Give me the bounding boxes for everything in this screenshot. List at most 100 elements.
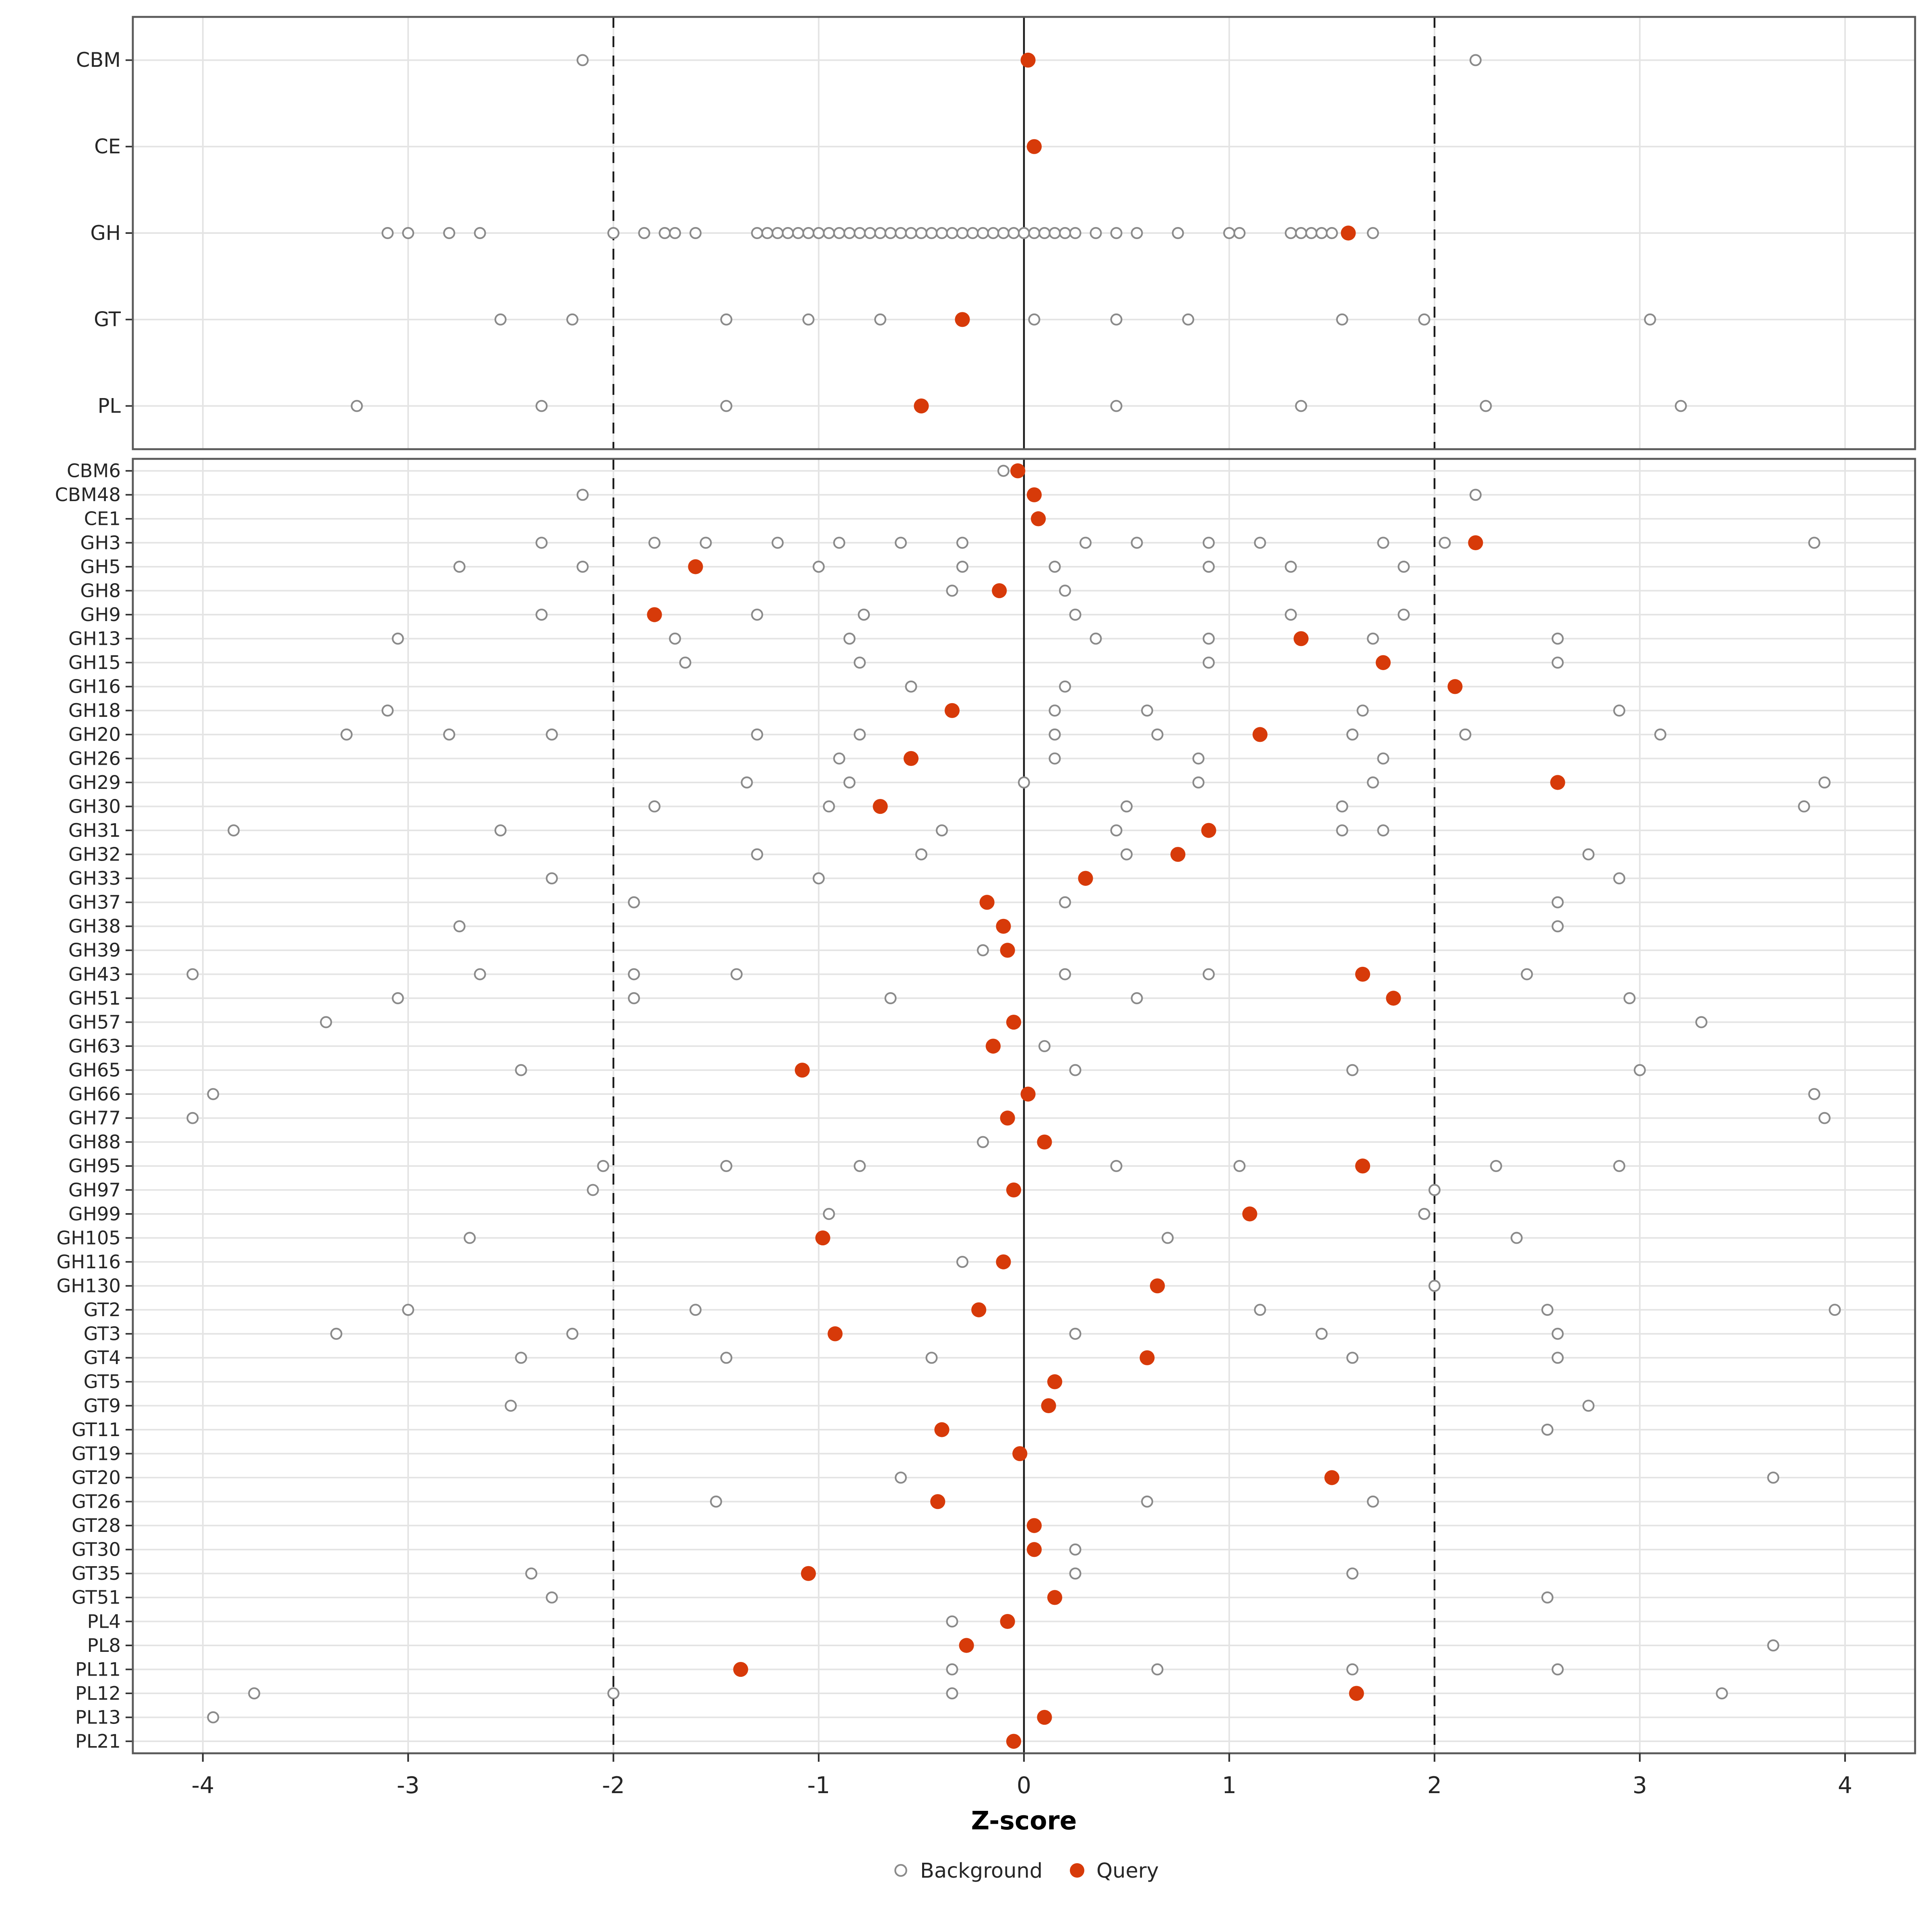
background-point bbox=[1110, 400, 1123, 412]
y-axis-label: GT26 bbox=[72, 1490, 121, 1512]
y-axis-label: GH39 bbox=[68, 939, 121, 961]
background-point bbox=[1069, 1327, 1082, 1340]
background-point bbox=[1090, 632, 1102, 645]
background-point bbox=[1551, 1327, 1564, 1340]
y-axis-label: GT30 bbox=[72, 1539, 121, 1560]
background-point bbox=[1428, 1280, 1441, 1292]
query-point bbox=[1000, 1614, 1015, 1629]
query-point bbox=[1047, 1590, 1063, 1605]
background-point bbox=[1049, 227, 1061, 239]
y-axis-label: GT51 bbox=[72, 1587, 121, 1608]
query-point bbox=[1355, 966, 1371, 982]
background-point bbox=[1346, 728, 1358, 741]
background-point bbox=[1121, 800, 1133, 813]
query-point bbox=[985, 1038, 1001, 1054]
background-point bbox=[648, 800, 661, 813]
background-point bbox=[1674, 400, 1687, 412]
background-point bbox=[895, 537, 907, 549]
background-point bbox=[1336, 800, 1348, 813]
background-point bbox=[1551, 656, 1564, 669]
background-point bbox=[1541, 1423, 1554, 1436]
y-axis-label: GT19 bbox=[72, 1443, 121, 1464]
query-point bbox=[1242, 1206, 1257, 1222]
background-point bbox=[1069, 1567, 1082, 1580]
background-point bbox=[1808, 1088, 1821, 1100]
background-point bbox=[946, 584, 958, 597]
background-point bbox=[1284, 561, 1297, 573]
background-point bbox=[843, 776, 856, 789]
background-point bbox=[1315, 1327, 1328, 1340]
background-point bbox=[833, 537, 846, 549]
background-point bbox=[1110, 824, 1123, 837]
background-point bbox=[915, 848, 928, 861]
background-point bbox=[1366, 227, 1379, 239]
x-tick-label: -3 bbox=[397, 1772, 420, 1799]
background-point bbox=[227, 824, 240, 837]
background-point bbox=[1182, 313, 1195, 326]
background-point bbox=[1203, 656, 1215, 669]
background-point bbox=[823, 800, 835, 813]
background-point bbox=[1633, 1064, 1646, 1076]
background-point bbox=[382, 704, 394, 717]
background-point bbox=[330, 1327, 343, 1340]
background-point bbox=[1541, 1591, 1554, 1604]
background-point bbox=[1192, 752, 1205, 765]
background-point bbox=[1069, 1064, 1082, 1076]
y-axis-label: GH33 bbox=[68, 867, 121, 889]
y-axis-label: CBM48 bbox=[55, 484, 121, 506]
background-point bbox=[720, 313, 733, 326]
background-point bbox=[1141, 704, 1154, 717]
background-point bbox=[546, 1591, 558, 1604]
background-point bbox=[1141, 1495, 1154, 1508]
background-point bbox=[1049, 704, 1061, 717]
query-point bbox=[1349, 1686, 1364, 1701]
background-point bbox=[1038, 1040, 1051, 1053]
query-point bbox=[1026, 139, 1042, 154]
background-point bbox=[1131, 992, 1143, 1005]
query-point bbox=[1150, 1278, 1165, 1294]
query-point bbox=[1006, 1014, 1022, 1030]
y-axis-label: GT2 bbox=[84, 1299, 121, 1321]
background-point bbox=[1038, 227, 1051, 239]
query-point bbox=[1386, 991, 1401, 1006]
background-point bbox=[248, 1687, 260, 1700]
x-tick-label: -2 bbox=[602, 1772, 625, 1799]
y-axis-label: GH15 bbox=[68, 652, 121, 673]
query-point bbox=[1020, 52, 1036, 68]
y-axis-label: GH51 bbox=[68, 987, 121, 1009]
query-point bbox=[903, 751, 919, 766]
background-point bbox=[494, 824, 507, 837]
background-point bbox=[802, 313, 815, 326]
query-point bbox=[996, 1254, 1011, 1269]
background-point bbox=[792, 227, 805, 239]
y-axis-label: GH30 bbox=[68, 795, 121, 817]
background-point bbox=[535, 609, 548, 621]
y-axis-label: GH3 bbox=[80, 532, 121, 553]
background-point bbox=[1480, 400, 1492, 412]
background-point bbox=[669, 632, 681, 645]
background-point bbox=[854, 1160, 866, 1172]
background-point bbox=[956, 227, 969, 239]
background-point bbox=[515, 1352, 527, 1364]
background-point bbox=[1521, 968, 1533, 980]
background-point bbox=[1203, 561, 1215, 573]
background-point bbox=[1356, 704, 1369, 717]
background-point bbox=[1346, 1352, 1358, 1364]
background-point bbox=[566, 313, 579, 326]
y-axis-label: GH32 bbox=[68, 843, 121, 865]
query-point bbox=[1047, 1374, 1063, 1389]
background-point bbox=[936, 824, 948, 837]
background-point bbox=[1397, 609, 1410, 621]
query-point bbox=[1293, 631, 1309, 646]
background-point bbox=[494, 313, 507, 326]
y-axis-label: GH31 bbox=[68, 819, 121, 841]
query-point bbox=[1006, 1182, 1022, 1198]
background-point bbox=[1254, 1304, 1266, 1316]
background-point bbox=[628, 896, 640, 908]
background-point bbox=[946, 1687, 958, 1700]
y-axis-label: PL11 bbox=[75, 1658, 121, 1680]
query-point bbox=[944, 703, 960, 718]
y-axis-label: GT4 bbox=[84, 1347, 121, 1368]
background-point bbox=[1018, 227, 1030, 239]
background-point bbox=[1377, 752, 1389, 765]
